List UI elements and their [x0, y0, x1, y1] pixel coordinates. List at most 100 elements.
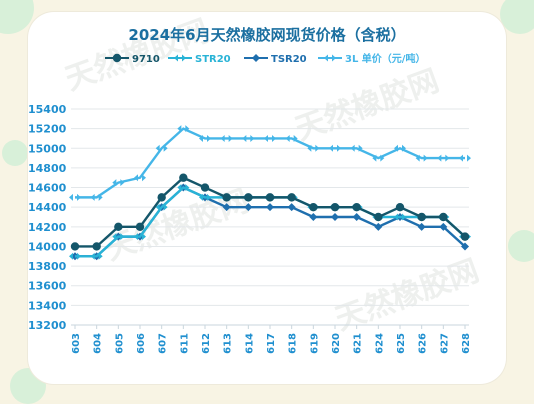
data-point	[120, 179, 125, 187]
decor-bubble	[508, 230, 534, 262]
data-point	[439, 222, 448, 231]
data-point	[423, 154, 428, 162]
data-point	[330, 202, 340, 212]
y-tick-label: 14000	[28, 240, 67, 253]
series-9710	[70, 173, 470, 251]
data-point	[264, 134, 268, 142]
data-point	[179, 173, 188, 182]
x-tick-label: 612	[201, 333, 212, 354]
x-tick-label: 605	[114, 333, 125, 354]
x-tick-label: 611	[179, 333, 190, 354]
data-point	[155, 203, 160, 211]
x-tick-label: 619	[309, 333, 320, 354]
data-point	[120, 233, 125, 241]
data-point	[402, 213, 406, 221]
data-point	[374, 212, 383, 222]
data-point	[460, 232, 470, 241]
data-point	[244, 193, 253, 202]
data-point	[174, 54, 178, 62]
data-point	[437, 154, 442, 162]
data-point	[374, 222, 383, 231]
svg-text:天然橡胶网: 天然橡胶网	[291, 63, 444, 147]
data-point	[182, 54, 186, 62]
data-point	[177, 125, 182, 133]
y-tick-label: 14600	[28, 182, 67, 195]
data-point	[92, 242, 101, 251]
data-point	[467, 154, 471, 162]
data-point	[329, 144, 333, 152]
data-point	[69, 193, 73, 201]
legend-label: 3L 单价（元/吨）	[345, 52, 425, 65]
decor-bubble	[500, 0, 534, 34]
y-tick-label: 13800	[28, 260, 67, 273]
data-point	[98, 193, 103, 201]
data-point	[222, 203, 231, 212]
x-tick-label: 614	[244, 333, 255, 354]
x-tick-label: 620	[331, 333, 342, 354]
data-point	[287, 203, 296, 212]
data-point	[307, 144, 312, 152]
data-point	[417, 212, 426, 222]
legend-item: STR20	[168, 54, 231, 65]
x-tick-label: 627	[439, 333, 450, 354]
data-point	[185, 184, 190, 192]
data-point	[98, 252, 103, 260]
data-point	[200, 183, 210, 192]
data-point	[272, 134, 276, 142]
y-tick-label: 13400	[28, 299, 67, 312]
y-tick-label: 15000	[28, 142, 67, 155]
x-tick-label: 628	[461, 333, 472, 354]
decor-bubble	[2, 140, 28, 166]
x-tick-label: 617	[266, 333, 277, 354]
data-point	[220, 134, 225, 142]
data-point	[395, 202, 405, 212]
data-point	[222, 193, 231, 202]
x-axis: 603 604 605 606 607 611 612 613 614 617 618 619 620 6…	[71, 324, 472, 354]
data-point	[135, 222, 145, 232]
data-point	[185, 125, 190, 133]
legend-label: STR20	[195, 54, 231, 65]
data-point	[177, 184, 182, 192]
data-point	[350, 144, 355, 152]
series-3l	[69, 125, 471, 201]
series-layer	[69, 125, 471, 261]
legend-item: 9710	[105, 53, 160, 65]
data-point	[134, 233, 138, 241]
data-point	[266, 203, 274, 212]
y-tick-label: 13600	[28, 280, 67, 293]
data-point	[402, 144, 406, 152]
data-point	[394, 144, 398, 152]
data-point	[461, 242, 469, 251]
data-point	[337, 144, 341, 152]
data-point	[293, 134, 298, 142]
data-point	[242, 134, 247, 142]
y-axis: 13200 13400 13600 13800 14000 14200 14400 14600…	[28, 103, 67, 332]
data-point	[228, 134, 233, 142]
legend-item: 3L 单价（元/吨）	[318, 52, 425, 65]
data-point	[90, 193, 95, 201]
data-point	[207, 193, 211, 201]
data-point	[142, 174, 146, 182]
data-point	[315, 144, 320, 152]
legend: 9710 STR20 TSR20 3L 单价（元/吨）	[105, 52, 425, 65]
data-point	[163, 144, 168, 152]
data-point	[157, 193, 166, 202]
data-point	[252, 54, 260, 62]
data-point	[394, 213, 398, 221]
data-point	[134, 174, 138, 182]
data-point	[199, 193, 203, 201]
data-point	[207, 134, 211, 142]
x-tick-label: 607	[158, 333, 169, 354]
y-tick-label: 15200	[28, 123, 67, 136]
data-point	[459, 154, 463, 162]
data-point	[114, 222, 123, 232]
data-point	[372, 154, 377, 162]
legend-label: TSR20	[271, 54, 307, 65]
data-point	[358, 144, 363, 152]
series-line	[75, 127, 465, 199]
data-point	[77, 252, 81, 260]
y-tick-label: 15400	[28, 103, 67, 116]
x-tick-label: 624	[374, 333, 385, 354]
data-point	[265, 193, 275, 202]
